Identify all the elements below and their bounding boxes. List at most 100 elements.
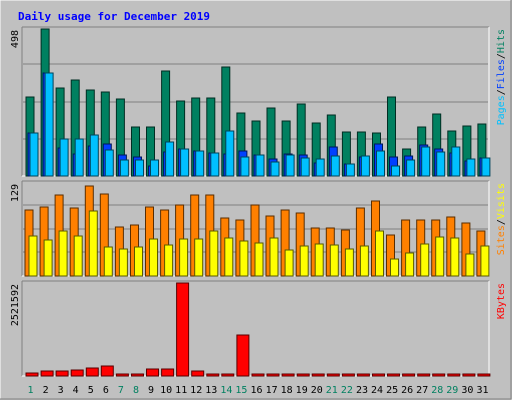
bar-visits-day-22 bbox=[344, 248, 354, 277]
bar-visits-day-23 bbox=[359, 245, 369, 277]
bar-kbytes-day-19 bbox=[296, 373, 310, 377]
bar-visits-day-5 bbox=[88, 210, 98, 277]
chart-panel-3: 2521592 KBytes bbox=[10, 280, 507, 377]
day-label-5: 5 bbox=[88, 385, 94, 396]
bar-kbytes-day-26 bbox=[402, 373, 416, 377]
bar-kbytes-day-23 bbox=[356, 373, 370, 377]
day-label-13: 13 bbox=[205, 385, 217, 396]
bar-pages-day-4 bbox=[74, 138, 84, 177]
bar-kbytes-day-20 bbox=[311, 373, 325, 377]
legend-entry: Pages bbox=[496, 95, 507, 125]
bar-visits-day-8 bbox=[134, 246, 143, 277]
bar-kbytes-day-24 bbox=[372, 373, 385, 377]
bar-visits-day-10 bbox=[164, 244, 174, 277]
day-label-19: 19 bbox=[296, 385, 308, 396]
bar-pages-day-9 bbox=[150, 159, 159, 177]
day-label-10: 10 bbox=[160, 385, 172, 396]
bar-kbytes-day-16 bbox=[251, 373, 265, 377]
bar-pages-day-26 bbox=[406, 159, 416, 177]
day-label-12: 12 bbox=[190, 385, 202, 396]
bar-visits-day-11 bbox=[179, 238, 189, 277]
bar-pages-day-16 bbox=[255, 154, 265, 177]
bar-kbytes-day-8 bbox=[131, 373, 144, 377]
bar-kbytes-day-13 bbox=[206, 373, 220, 377]
bar-kbytes-day-29 bbox=[447, 373, 461, 377]
bar-pages-day-7 bbox=[119, 159, 129, 177]
bar-kbytes-day-30 bbox=[462, 373, 476, 377]
bar-pages-day-15 bbox=[240, 156, 250, 177]
bar-kbytes-day-31 bbox=[477, 373, 491, 377]
bar-visits-day-14 bbox=[224, 237, 234, 277]
bar-kbytes-day-28 bbox=[432, 373, 446, 377]
legend-entry: Files bbox=[496, 59, 507, 89]
day-label-16: 16 bbox=[250, 385, 262, 396]
day-label-3: 3 bbox=[58, 385, 64, 396]
day-label-21: 21 bbox=[326, 385, 338, 396]
bar-kbytes-day-12 bbox=[191, 370, 205, 377]
legend: KBytes bbox=[496, 283, 507, 319]
bar-visits-day-9 bbox=[149, 238, 158, 277]
bar-kbytes-day-11 bbox=[176, 282, 190, 377]
bar-visits-day-18 bbox=[284, 249, 294, 277]
day-label-30: 30 bbox=[461, 385, 473, 396]
panel-background bbox=[22, 281, 489, 376]
bar-kbytes-day-1 bbox=[25, 372, 39, 377]
legend-entry: Sites bbox=[496, 225, 507, 255]
day-label-1: 1 bbox=[27, 385, 33, 396]
bar-kbytes-day-6 bbox=[100, 365, 114, 377]
legend-entry: KBytes bbox=[496, 283, 507, 319]
bar-kbytes-day-25 bbox=[387, 373, 400, 377]
bar-kbytes-day-17 bbox=[266, 373, 280, 377]
bar-kbytes-day-7 bbox=[115, 373, 129, 377]
day-label-2: 2 bbox=[43, 385, 49, 396]
bar-visits-day-13 bbox=[209, 230, 219, 277]
day-label-11: 11 bbox=[175, 385, 187, 396]
bar-pages-day-28 bbox=[436, 151, 446, 177]
bar-visits-day-3 bbox=[58, 230, 68, 277]
day-label-25: 25 bbox=[386, 385, 398, 396]
day-label-8: 8 bbox=[133, 385, 139, 396]
legend-entry: / bbox=[496, 219, 507, 225]
day-label-14: 14 bbox=[220, 385, 232, 396]
bar-visits-day-16 bbox=[254, 242, 264, 277]
bar-visits-day-4 bbox=[73, 235, 83, 277]
day-label-18: 18 bbox=[281, 385, 293, 396]
bar-pages-day-25 bbox=[391, 165, 400, 177]
day-label-26: 26 bbox=[401, 385, 413, 396]
scale-label: 2521592 bbox=[10, 284, 21, 326]
bar-pages-day-27 bbox=[421, 146, 431, 177]
bar-visits-day-15 bbox=[239, 240, 249, 277]
bar-pages-day-2 bbox=[44, 72, 54, 177]
bar-visits-day-20 bbox=[314, 243, 324, 277]
bar-pages-day-20 bbox=[315, 158, 325, 177]
legend-entry: Visits bbox=[496, 183, 507, 219]
chart-panels: 498Pages/Files/Hits129Sites/Visits252159… bbox=[10, 26, 507, 377]
bar-pages-day-30 bbox=[466, 158, 476, 177]
legend-entry: / bbox=[496, 53, 507, 59]
bar-pages-day-21 bbox=[330, 155, 340, 177]
bar-visits-day-28 bbox=[435, 236, 445, 277]
bar-pages-day-6 bbox=[104, 149, 114, 177]
day-label-20: 20 bbox=[311, 385, 323, 396]
bar-kbytes-day-10 bbox=[161, 368, 175, 377]
bar-kbytes-day-22 bbox=[341, 373, 355, 377]
bar-visits-day-12 bbox=[194, 238, 204, 277]
bar-pages-day-12 bbox=[195, 150, 205, 177]
bar-visits-day-29 bbox=[450, 237, 460, 277]
bar-pages-day-8 bbox=[135, 159, 144, 177]
day-label-27: 27 bbox=[416, 385, 428, 396]
bar-visits-day-17 bbox=[269, 237, 279, 277]
bar-kbytes-day-2 bbox=[40, 370, 54, 377]
day-label-15: 15 bbox=[235, 385, 247, 396]
bar-visits-day-30 bbox=[465, 253, 475, 277]
bar-kbytes-day-9 bbox=[146, 368, 159, 377]
bar-kbytes-day-14 bbox=[221, 373, 235, 377]
bar-kbytes-day-27 bbox=[417, 373, 431, 377]
bar-visits-day-31 bbox=[480, 245, 490, 277]
bar-visits-day-6 bbox=[103, 246, 113, 277]
bar-pages-day-23 bbox=[360, 155, 370, 177]
bar-kbytes-day-3 bbox=[55, 370, 69, 377]
day-label-6: 6 bbox=[103, 385, 109, 396]
chart-title: Daily usage for December 2019 bbox=[18, 10, 210, 23]
day-label-29: 29 bbox=[446, 385, 458, 396]
